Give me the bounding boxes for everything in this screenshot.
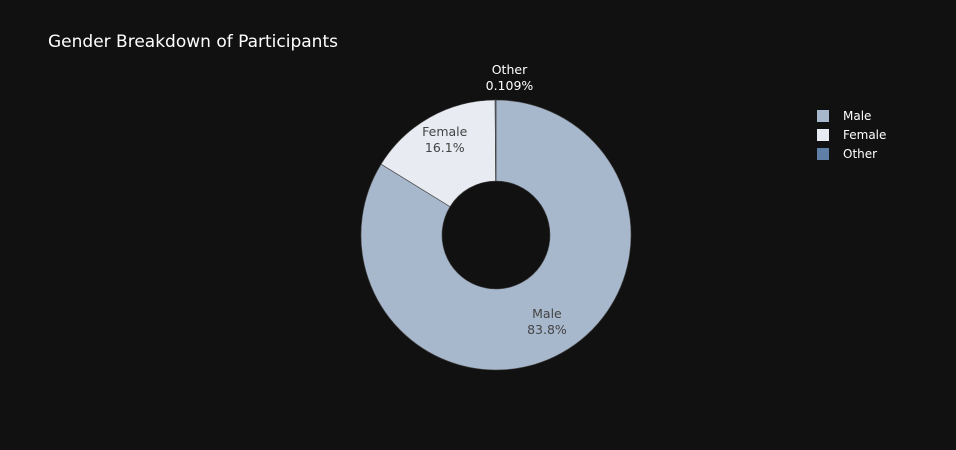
legend-label-male: Male [843, 108, 872, 123]
slice-other[interactable] [494, 99, 497, 182]
chart-title: Gender Breakdown of Participants [48, 32, 338, 52]
legend-swatch-other [817, 147, 829, 160]
legend-item-other[interactable]: Other [817, 144, 886, 163]
slice-male[interactable] [360, 99, 632, 371]
legend-label-other: Other [843, 146, 878, 161]
legend: Male Female Other [817, 106, 886, 163]
legend-swatch-female [817, 128, 829, 141]
legend-label-female: Female [843, 127, 887, 142]
slice-label-female: Female [422, 124, 468, 139]
slice-female[interactable] [380, 99, 496, 208]
slice-value-female: 16.1% [425, 140, 465, 155]
legend-item-male[interactable]: Male [817, 106, 886, 125]
slice-label-male: Male [532, 306, 562, 321]
slice-value-other: 0.109% [486, 78, 534, 93]
legend-item-female[interactable]: Female [817, 125, 886, 144]
slice-value-male: 83.8% [527, 322, 567, 337]
pie-slices [360, 99, 632, 371]
slice-label-other: Other [492, 62, 528, 77]
legend-swatch-male [817, 109, 829, 122]
